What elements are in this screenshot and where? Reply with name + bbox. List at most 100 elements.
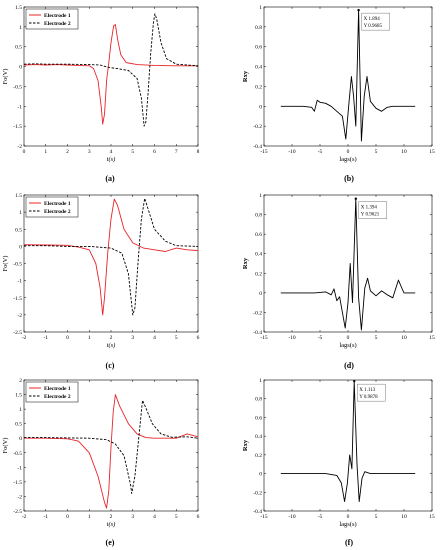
y-tick-label: 1 [259, 193, 262, 199]
legend-entry: Electrode 2 [44, 21, 71, 27]
x-tick-label: -2 [22, 335, 27, 341]
x-tick-label: 0 [347, 335, 350, 341]
plot-frame [263, 6, 433, 147]
y-tick-label: 0.4 [255, 434, 262, 440]
xcorr-line [280, 198, 416, 331]
y-tick-label: 0.2 [255, 453, 262, 459]
y-tick-label: 0 [19, 65, 22, 71]
panel-e: -2 -1 0 1 2 3 4 5 6-2.5-2-1.5-1-0.500.511.52t(s)… [2, 378, 200, 547]
panel-c: -2 -1 0 1 2 3 4 5 6-2.5-2-1.5-1-0.500.511.5t(s)F… [2, 193, 200, 370]
x-tick-label: 5 [375, 149, 378, 155]
y-tick-label: -0.5 [13, 451, 22, 457]
y-tick-label: 0 [259, 291, 262, 297]
x-tick-label: -5 [318, 335, 323, 341]
y-tick-label: -1 [17, 104, 22, 110]
y-tick-label: 0.8 [255, 397, 262, 403]
x-tick-label: 1 [44, 149, 47, 155]
datatip-marker [354, 197, 358, 200]
y-tick-label: 0.8 [255, 25, 262, 31]
y-tick-label: 0.8 [255, 213, 262, 219]
y-tick-label: 0.2 [255, 271, 262, 277]
legend-box [25, 8, 79, 30]
x-tick-label: 1 [88, 335, 91, 341]
xcorr-line [280, 9, 416, 142]
electrode-2-line [23, 13, 199, 127]
panel-label: (d) [344, 361, 354, 370]
x-tick-label: 5 [375, 514, 378, 520]
y-tick-label: 1.5 [15, 5, 22, 11]
y-tick-label: -0.4 [253, 330, 262, 336]
y-tick-label: 0.6 [255, 45, 262, 51]
x-tick-label: -1 [43, 335, 48, 341]
x-axis-label: t(s) [107, 156, 116, 163]
y-tick-label: 0 [259, 472, 262, 478]
y-tick-label: -2.5 [13, 330, 22, 336]
x-tick-label: 2 [110, 514, 113, 520]
datatip-y: Y 0.9878 [359, 395, 378, 400]
y-tick-label: -0.5 [13, 262, 22, 268]
y-axis-label: Fo(V) [2, 69, 9, 85]
x-tick-label: -10 [288, 335, 296, 341]
x-tick-label: -2 [22, 514, 27, 520]
y-tick-label: -1.5 [13, 124, 22, 130]
x-tick-label: 3 [131, 514, 134, 520]
x-tick-label: 3 [131, 335, 134, 341]
y-tick-label: 0.2 [255, 84, 262, 90]
datatip-marker [357, 8, 360, 12]
legend-entry: Electrode 1 [44, 13, 71, 19]
x-tick-label: 5 [175, 335, 178, 341]
x-tick-label: -15 [260, 149, 268, 155]
y-tick-label: -2 [17, 313, 22, 319]
legend-box [25, 196, 79, 218]
y-tick-label: 2 [19, 378, 22, 384]
y-axis-label: Rxy [242, 257, 249, 269]
x-tick-label: 6 [197, 335, 200, 341]
y-tick-label: 0.6 [255, 415, 262, 421]
x-tick-label: 0 [347, 514, 350, 520]
y-tick-label: 0 [259, 104, 262, 110]
x-tick-label: 8 [197, 149, 200, 155]
x-tick-label: -10 [288, 514, 296, 520]
y-tick-label: 1 [19, 407, 22, 413]
x-tick-label: -5 [318, 149, 323, 155]
y-tick-label: -2 [17, 494, 22, 500]
y-tick-label: 0.5 [15, 422, 22, 428]
xcorr-line [280, 380, 416, 503]
panel-label: (f) [345, 538, 353, 547]
panel-b: -15 -10 -5 0 5 10 15 -0.4 -0.2 0 0.2 0.4 0.6 0.8 1 lags… [242, 5, 435, 183]
y-tick-label: -0.4 [253, 144, 262, 150]
x-tick-label: 0 [23, 149, 26, 155]
datatip-y: Y 0.9621 [361, 213, 380, 218]
x-axis-label: lags(s) [339, 156, 356, 163]
y-axis-label: Rxy [242, 439, 249, 451]
x-tick-label: 10 [401, 514, 407, 520]
x-tick-label: 10 [401, 335, 407, 341]
x-axis-label: lags(s) [339, 342, 356, 349]
y-tick-label: -1 [17, 279, 22, 285]
y-tick-label: 1 [259, 378, 262, 384]
y-tick-label: 0.4 [255, 65, 262, 71]
panel-label: (c) [106, 361, 115, 370]
x-tick-label: 4 [110, 149, 113, 155]
x-tick-label: -5 [318, 514, 323, 520]
x-tick-label: 4 [153, 514, 156, 520]
x-tick-label: 0 [347, 149, 350, 155]
legend-entry: Electrode 2 [44, 209, 71, 215]
y-tick-label: -2 [17, 144, 22, 150]
y-tick-label: 1.5 [15, 393, 22, 399]
y-tick-label: -1.5 [13, 296, 22, 302]
legend-entry: Electrode 2 [44, 394, 71, 400]
datatip-x: X 1.394 [361, 206, 378, 211]
x-tick-label: 6 [197, 514, 200, 520]
x-tick-label: 7 [175, 149, 178, 155]
x-tick-label: -15 [260, 335, 268, 341]
x-tick-label: 0 [66, 514, 69, 520]
datatip-box [361, 12, 390, 31]
x-tick-label: 15 [429, 514, 435, 520]
panel-a: 0 1 2 3 4 5 6 7 8 -2 -1.5 -1 -0.5 0 0.5 1 1.5 t(s) Fo(V) El… [2, 5, 200, 183]
x-tick-label: 15 [429, 335, 435, 341]
y-tick-label: -0.5 [13, 84, 22, 90]
y-tick-label: 1.5 [15, 193, 22, 199]
x-tick-label: 5 [131, 149, 134, 155]
